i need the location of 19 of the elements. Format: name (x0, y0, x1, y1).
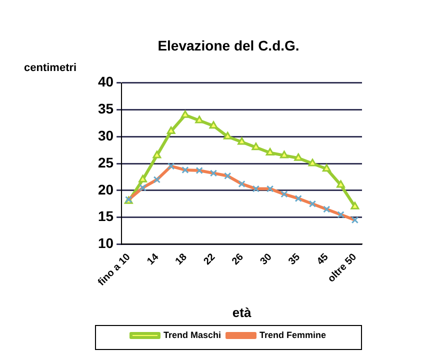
y-axis-title: centimetri (24, 62, 77, 74)
y-tick-label: 10 (98, 235, 114, 252)
legend-label: Trend Femmine (260, 330, 326, 340)
y-tick-label: 35 (98, 100, 114, 117)
x-tick-label: fino a 10 (96, 251, 134, 288)
x-tick-label: 30 (258, 251, 274, 268)
x-tick-label: 35 (286, 251, 303, 268)
y-tick-label: 40 (98, 74, 114, 90)
x-axis-title: età (232, 304, 252, 320)
chart-title: Elevazione del C.d.G. (158, 37, 300, 54)
x-tick-label: 18 (174, 251, 190, 268)
y-tick-label: 15 (98, 208, 114, 224)
x-tick-label: 14 (145, 251, 162, 268)
y-tick-label: 30 (98, 127, 114, 144)
y-tick-label: 25 (98, 154, 114, 170)
y-tick-label: 20 (98, 181, 114, 198)
x-tick-label: 26 (230, 251, 246, 268)
legend-label: Trend Maschi (163, 330, 221, 340)
x-tick-label: 22 (202, 251, 218, 268)
